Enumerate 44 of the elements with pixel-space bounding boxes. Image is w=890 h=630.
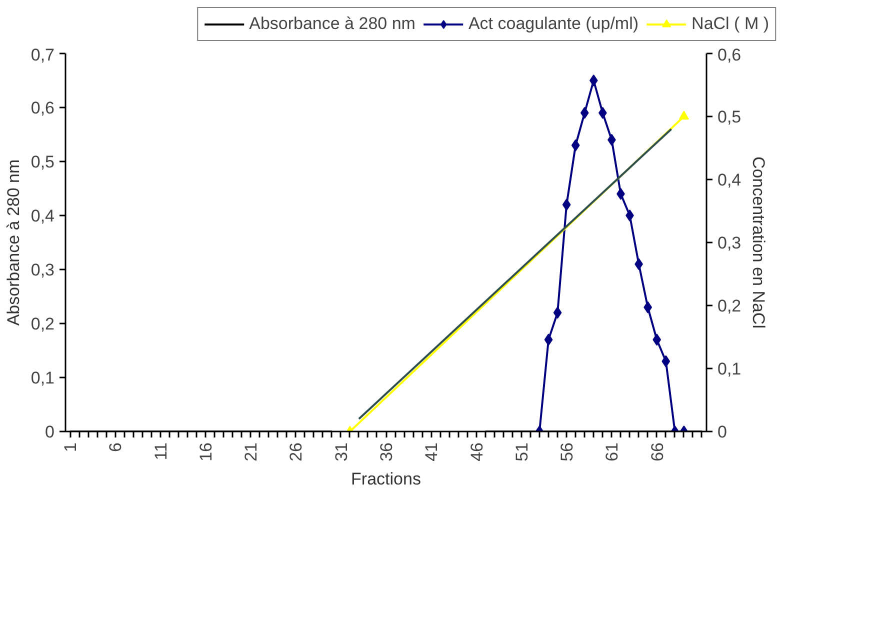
y-tick-label: 0 <box>45 422 55 442</box>
y2-tick-label: 0,6 <box>718 46 742 64</box>
y-tick-label: 0,2 <box>30 314 55 334</box>
y2-tick-label: 0,4 <box>718 170 742 190</box>
y2-tick-label: 0,2 <box>718 296 742 316</box>
x-tick-label: 61 <box>602 442 622 462</box>
y-tick-label: 0,1 <box>30 368 55 388</box>
x-tick-label: 21 <box>242 442 261 462</box>
x-tick-label: 16 <box>196 442 216 462</box>
point <box>571 139 580 152</box>
x-tick-label: 51 <box>512 442 532 462</box>
x-tick-label: 36 <box>377 442 396 462</box>
y-tick-label: 0,4 <box>30 206 55 226</box>
y2-tick-label: 0,3 <box>718 234 742 252</box>
point <box>544 334 553 346</box>
x-tick-label: 41 <box>422 442 442 462</box>
x-tick-label: 56 <box>558 442 577 462</box>
y-tick-label: 0,7 <box>30 46 55 64</box>
y-axis-title: Absorbance à 280 nm <box>4 159 23 326</box>
x-tick-label: 11 <box>151 442 170 460</box>
x-tick-label: 26 <box>286 442 306 462</box>
point <box>553 306 562 319</box>
x-tick-label: 31 <box>332 442 351 462</box>
y2-tick-label: 0,5 <box>718 108 742 126</box>
x-tick-label: 66 <box>648 442 667 462</box>
y-tick-label: 0,5 <box>30 152 55 172</box>
point <box>589 74 598 86</box>
y2-tick-label: 0 <box>718 422 727 442</box>
x-tick-label: 1 <box>61 442 80 452</box>
point <box>580 106 589 119</box>
legend-label: Absorbance à 280 nm <box>249 14 416 34</box>
point <box>652 334 662 346</box>
point <box>662 355 670 368</box>
y-tick-label: 0,6 <box>30 98 55 118</box>
legend-label: Act coagulante (up/ml) <box>468 14 639 34</box>
y2-axis-title: Concentration en NaCl <box>749 156 768 328</box>
x-axis-title: Fractions <box>351 469 421 488</box>
point <box>626 210 634 222</box>
legend-label: NaCl ( M ) <box>692 14 769 34</box>
y2-tick-label: 0,1 <box>718 360 742 378</box>
point <box>562 198 571 211</box>
x-tick-label: 6 <box>106 442 126 452</box>
x-tick-label: 46 <box>467 442 486 462</box>
y-tick-label: 0,3 <box>30 260 55 280</box>
